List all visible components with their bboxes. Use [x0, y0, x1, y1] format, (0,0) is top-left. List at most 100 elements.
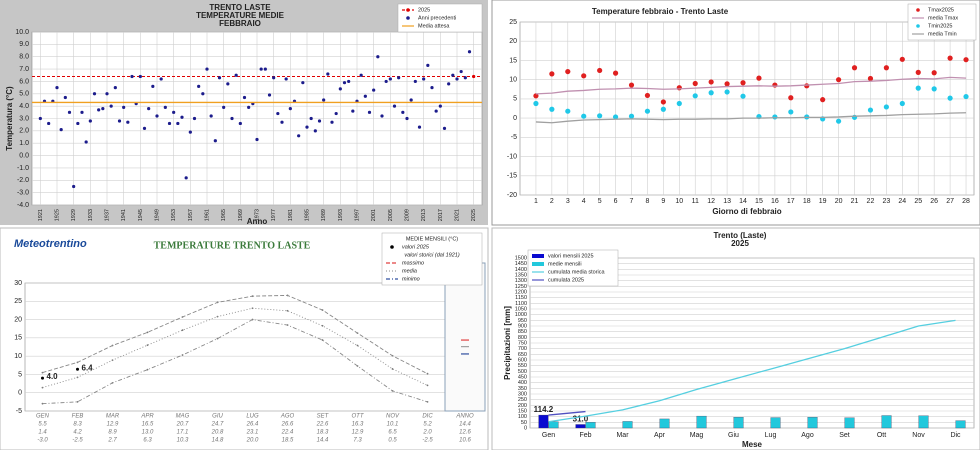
y-tick-label: -5: [16, 408, 22, 415]
point: [963, 57, 969, 63]
y-tick-label: -15: [507, 173, 517, 180]
y-tick-label: 1000: [515, 312, 527, 318]
table-cell: 23.1: [246, 430, 259, 436]
point: [644, 92, 651, 99]
x-tick-label: 27: [946, 198, 954, 205]
y-tick-label: -3.0: [17, 189, 29, 196]
table-cell: 20.0: [246, 438, 259, 444]
x-axis-label: Anno: [247, 217, 268, 226]
x-tick-label: OTT: [352, 414, 365, 420]
x-tick-label: 1965: [221, 209, 227, 221]
series-line: [42, 319, 428, 405]
point: [565, 68, 571, 75]
point: [409, 98, 413, 102]
x-tick-label: Lug: [765, 432, 777, 439]
series-line: [42, 294, 428, 375]
table-cell: 10.6: [459, 438, 471, 444]
plot-area: [24, 282, 446, 412]
point: [660, 99, 666, 105]
point: [209, 114, 213, 118]
x-tick-label: 2021: [454, 209, 460, 221]
x-tick-label: 13: [723, 198, 731, 205]
x-tick-label: 2001: [371, 209, 377, 221]
x-tick-label: 20: [835, 198, 843, 205]
point: [117, 119, 122, 123]
x-tick-label: 1997: [354, 209, 360, 221]
x-tick-label: 15: [755, 198, 763, 205]
legend-box: [397, 3, 483, 33]
point: [899, 56, 905, 62]
y-axis-label: Temperatura (°C): [5, 86, 14, 151]
point: [130, 74, 134, 79]
point: [147, 107, 151, 111]
point: [363, 94, 367, 98]
x-tick-label: MAR: [106, 414, 120, 420]
x-tick-label: GIU: [212, 414, 223, 420]
table-cell: 26.4: [246, 422, 259, 428]
y-tick-label: 1050: [515, 306, 527, 312]
table-cell: -2.5: [422, 438, 433, 444]
x-tick-label: FEB: [72, 414, 84, 420]
y-tick-label: 7.0: [19, 66, 29, 73]
y-tick-label: 8.0: [19, 54, 29, 61]
legend-swatch: [916, 8, 920, 12]
point: [676, 100, 682, 107]
x-tick-label: 5: [598, 198, 602, 205]
legend-label: Tmax2025: [928, 7, 954, 13]
point: [883, 65, 889, 71]
point: [947, 55, 953, 61]
x-tick-label: LUG: [246, 414, 259, 420]
legend-label: media Tmin: [928, 31, 957, 37]
x-tick-label: Ago: [801, 432, 814, 439]
point: [88, 119, 92, 123]
point: [105, 92, 109, 96]
point: [447, 82, 451, 86]
bar: [733, 417, 744, 429]
point: [230, 116, 234, 121]
point: [804, 83, 810, 89]
series-line: [548, 319, 956, 423]
legend-label: 2025: [418, 7, 430, 13]
y-tick-label: -1.0: [17, 165, 29, 172]
point: [201, 92, 205, 96]
y-tick-label: 5.0: [19, 91, 29, 98]
point: [740, 80, 746, 86]
point: [835, 77, 842, 83]
bar: [622, 421, 633, 429]
legend-box: [381, 232, 483, 286]
point: [417, 125, 422, 129]
legend-label: media: [402, 268, 417, 274]
line-vertex: [321, 339, 324, 341]
point: [163, 105, 167, 109]
point: [92, 92, 97, 96]
point: [867, 75, 874, 82]
point: [434, 109, 438, 113]
point: [72, 184, 76, 189]
y-tick-label: 1.0: [19, 140, 29, 147]
point: [692, 93, 698, 99]
table-cell: 5.2: [423, 422, 432, 428]
point: [109, 104, 113, 108]
x-tick-label: 1925: [54, 209, 60, 221]
data-label: 4.0: [47, 372, 59, 381]
x-tick-label: 1969: [238, 209, 244, 221]
point: [963, 93, 969, 100]
x-tick-label: 1949: [154, 209, 160, 221]
point: [101, 107, 105, 111]
y-tick-label: 2.0: [19, 128, 29, 135]
point: [533, 93, 539, 99]
y-tick-label: 10: [509, 77, 517, 84]
data-label: 6.4: [82, 363, 94, 372]
y-tick-label: 0.0: [19, 152, 29, 159]
table-cell: 12.6: [459, 430, 471, 436]
point: [305, 125, 309, 129]
y-tick-label: -5: [511, 134, 517, 141]
point: [213, 139, 217, 143]
point: [442, 126, 447, 130]
x-tick-label: 1977: [271, 209, 277, 221]
bar: [844, 417, 855, 429]
chart-title: TEMPERATURE MEDIE: [196, 11, 285, 20]
point: [708, 79, 714, 85]
x-tick-label: 1973: [254, 209, 260, 221]
table-cell: 14.4: [317, 438, 329, 444]
